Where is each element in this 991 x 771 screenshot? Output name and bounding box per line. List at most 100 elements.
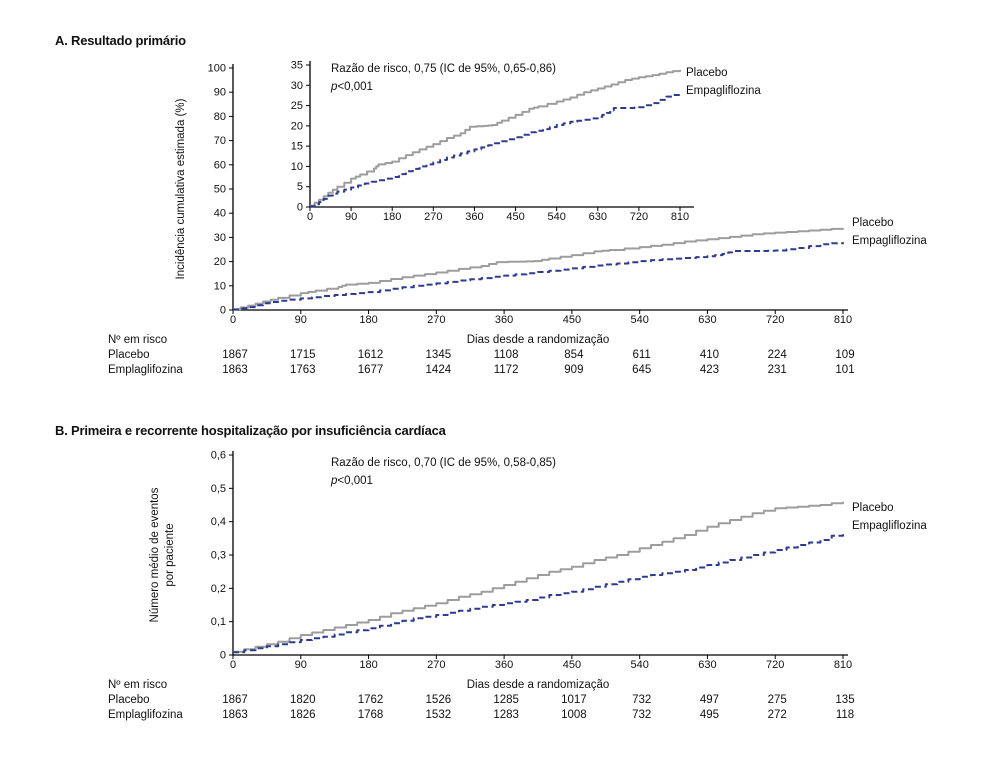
panel-a-risk-value: 423	[700, 364, 719, 376]
panel-b-title: B. Primeira e recorrente hospitalização …	[55, 423, 446, 438]
panel-a-inset-y-tick-label: 35	[291, 60, 303, 72]
panel-a-risk-value: 1612	[358, 349, 384, 361]
panel-b-risk-value: 1863	[222, 709, 248, 721]
panel-a-y-tick-label: 60	[214, 159, 226, 171]
panel-b-x-tick-label: 360	[495, 659, 513, 671]
panel-a-risk-value: 1763	[290, 364, 316, 376]
panel-b-x-tick-label: 630	[698, 659, 716, 671]
panel-b-risk-value: 1526	[426, 694, 452, 706]
panel-b-risk-value: 1826	[290, 709, 316, 721]
panel-a-risk-value: 231	[768, 364, 787, 376]
panel-a-x-tick-label: 90	[295, 314, 307, 326]
panel-a-inset-x-tick-label: 270	[424, 211, 442, 223]
panel-a-x-tick-label: 810	[834, 314, 852, 326]
panel-a-inset-y-tick-label: 15	[291, 141, 303, 153]
panel-b-x-axis-label: Dias desde a randomização	[467, 679, 610, 691]
panel-a-inset-empagliflozina-label: Empagliflozina	[686, 85, 761, 97]
panel-a-y-tick-label: 70	[214, 135, 226, 147]
panel-a-placebo-curve	[233, 227, 844, 311]
panel-a-x-axis-label: Dias desde a randomização	[467, 334, 610, 346]
panel-a-inset-x-tick-label: 180	[383, 211, 401, 223]
panel-a-inset-x-tick-label: 810	[671, 211, 689, 223]
panel-a-risk-value: 1863	[222, 364, 248, 376]
panel-a-y-tick-label: 100	[208, 63, 226, 75]
panel-b-risk-value: 272	[768, 709, 787, 721]
panel-b-y-tick-label: 0,4	[211, 516, 226, 528]
panel-a-risk-value: 1345	[426, 349, 452, 361]
panel-b-risk-row-label: Placebo	[108, 694, 150, 706]
panel-a-risk-value: 909	[564, 364, 583, 376]
panel-b-empagliflozina-label: Empagliflozina	[852, 520, 927, 532]
panel-a-placebo-label: Placebo	[852, 217, 894, 229]
panel-b-risk-value: 1768	[358, 709, 384, 721]
panel-b-risk-header: Nº em risco	[108, 679, 167, 691]
panel-b-placebo-curve	[233, 501, 844, 653]
panel-a-risk-value: 1867	[222, 349, 248, 361]
panel-a-inset-y-tick-label: 30	[291, 80, 303, 92]
panel-a-empagliflozina-label: Empagliflozina	[852, 235, 927, 247]
panel-b-risk-value: 1017	[561, 694, 587, 706]
panel-b-risk-value: 732	[632, 694, 651, 706]
panel-b-y-tick-label: 0,3	[211, 550, 226, 562]
panel-a-y-tick-label: 90	[214, 87, 226, 99]
panel-b-risk-value: 1285	[493, 694, 519, 706]
panel-b-risk-value: 1820	[290, 694, 316, 706]
panel-b-x-tick-label: 0	[230, 659, 236, 671]
panel-a-x-tick-label: 720	[766, 314, 784, 326]
panel-b-y-tick-label: 0,6	[211, 450, 226, 462]
panel-a-y-tick-label: 40	[214, 208, 226, 220]
panel-a-x-tick-label: 270	[427, 314, 445, 326]
panel-a-risk-value: 1715	[290, 349, 316, 361]
panel-a-risk-value: 1172	[494, 364, 519, 376]
panel-b-x-tick-label: 180	[359, 659, 377, 671]
panel-a-inset-x-tick-label: 630	[589, 211, 607, 223]
panel-b-risk-value: 135	[835, 694, 854, 706]
panel-b-y-axis-label: Número médio de eventos	[149, 487, 161, 622]
panel-b-x-tick-label: 450	[563, 659, 581, 671]
panel-a-inset-annotation-line: p<0,001	[330, 81, 373, 93]
panel-a-inset-x-tick-label: 720	[630, 211, 648, 223]
panel-b-risk-value: 1867	[222, 694, 248, 706]
panel-b-risk-value: 497	[700, 694, 719, 706]
panel-a-y-tick-label: 30	[214, 232, 226, 244]
panel-a-empagliflozina-curve	[233, 242, 844, 311]
panel-a-inset-empagliflozina-curve	[310, 93, 681, 208]
panel-a-title: A. Resultado primário	[55, 33, 186, 48]
panel-a-risk-value: 410	[700, 349, 719, 361]
panel-a-inset-placebo-curve	[310, 69, 681, 207]
panel-b-risk-value: 495	[700, 709, 719, 721]
panel-a-y-tick-label: 10	[214, 280, 226, 292]
panel-a-inset-y-tick-label: 20	[291, 120, 303, 132]
panel-b-risk-row-label: Emplaglifozina	[108, 709, 183, 721]
panel-a-inset-y-tick-label: 25	[291, 100, 303, 112]
panel-a-x-tick-label: 180	[359, 314, 377, 326]
panel-a-risk-row-label: Placebo	[108, 349, 150, 361]
panel-a-y-tick-label: 50	[214, 184, 226, 196]
panel-a-x-tick-label: 450	[563, 314, 581, 326]
panel-a-x-tick-label: 360	[495, 314, 513, 326]
panel-a-inset-x-tick-label: 450	[506, 211, 524, 223]
panel-a-inset-y-tick-label: 0	[297, 202, 303, 214]
panel-b-y-tick-label: 0,1	[211, 616, 226, 628]
panel-b-risk-value: 118	[836, 709, 854, 721]
panel-b-risk-value: 1008	[561, 709, 587, 721]
panel-a-risk-value: 101	[835, 364, 854, 376]
panel-a-risk-value: 645	[632, 364, 651, 376]
panel-b-risk-value: 275	[768, 694, 787, 706]
panel-b-annotation-line: p<0,001	[330, 475, 373, 487]
panel-a-x-tick-label: 540	[630, 314, 648, 326]
panel-a-risk-value: 109	[835, 349, 854, 361]
panel-b-x-tick-label: 540	[630, 659, 648, 671]
panel-a-y-tick-label: 80	[214, 111, 226, 123]
panel-b-risk-value: 1283	[493, 709, 519, 721]
panel-a-inset-x-tick-label: 90	[345, 211, 357, 223]
panel-b-risk-value: 732	[632, 709, 651, 721]
panel-a-y-tick-label: 20	[214, 256, 226, 268]
panel-b-x-tick-label: 270	[427, 659, 445, 671]
panel-b-y-tick-label: 0,5	[211, 483, 226, 495]
panel-a-inset-placebo-label: Placebo	[686, 67, 728, 79]
panel-a-risk-header: Nº em risco	[108, 334, 167, 346]
panel-a-inset-x-tick-label: 0	[307, 211, 313, 223]
panel-b-empagliflozina-curve	[233, 531, 844, 654]
